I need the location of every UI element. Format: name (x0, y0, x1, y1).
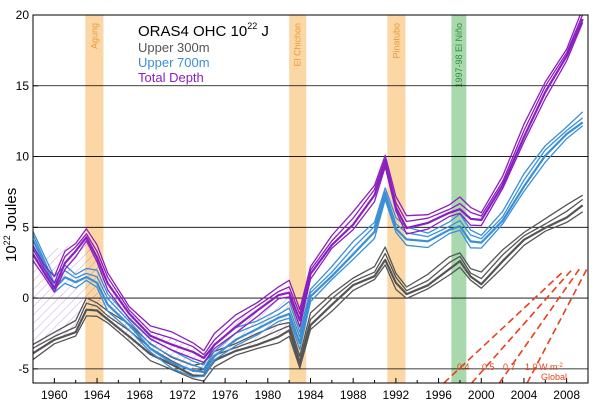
series-line-1-1 (33, 121, 584, 374)
series-lines (33, 15, 584, 382)
y-axis-label: 1022 Joules (2, 188, 20, 262)
series-line-0-2 (33, 198, 584, 372)
ref-label-unit-main: W m (539, 362, 558, 372)
ref-caption: Global (541, 372, 567, 382)
x-axis: 1960 1964 1968 1972 1976 1980 1984 1988 1992 1996… (41, 378, 589, 402)
band-0 (85, 15, 104, 383)
x-tick-label-3: 1972 (169, 388, 196, 402)
x-tick-label-5: 1980 (254, 388, 281, 402)
legend-entry-1: Upper 700m (138, 55, 210, 70)
series-line-2-2 (33, 15, 584, 356)
series-line-2-1 (33, 18, 584, 360)
ref-label-unit-sup: -2 (558, 363, 564, 369)
ref-label-1: 0.5 (482, 362, 495, 372)
y-axis-label-sup: 22 (2, 235, 12, 245)
band-3 (451, 15, 467, 383)
band-2 (387, 15, 406, 383)
y-tick-label-3: 10 (16, 150, 30, 164)
x-tick-label-2: 1968 (126, 388, 153, 402)
y-axis-label-unit: Joules (3, 188, 20, 236)
x-tick-label-10: 2000 (468, 388, 495, 402)
y-tick-label-4: 15 (16, 79, 30, 93)
reference-rate-lines (443, 266, 588, 383)
ref-line-2 (498, 267, 581, 383)
chart-title: ORAS4 OHC 1022 J (138, 21, 269, 40)
series-line-1-0 (33, 125, 584, 378)
y-axis: -5 0 5 10 15 20 (16, 8, 38, 376)
band-label-1: El Chichon (293, 23, 303, 67)
series-line-2-3 (33, 15, 581, 352)
chart-title-unit: J (257, 23, 269, 40)
x-tick-label-9: 1996 (425, 388, 452, 402)
ref-label-2: 0.7 (503, 362, 516, 372)
ref-line-1 (471, 269, 573, 383)
x-tick-label-12: 2008 (553, 388, 580, 402)
legend-entry-2: Total Depth (138, 70, 204, 85)
chart-title-main: ORAS4 OHC 10 (138, 23, 247, 40)
chart-title-sup: 22 (247, 21, 257, 31)
ref-line-0 (443, 270, 565, 383)
x-tick-label-4: 1976 (212, 388, 239, 402)
ref-label-0: 0.4 (457, 362, 470, 372)
y-tick-label-1: 0 (22, 291, 29, 305)
x-tick-label-8: 1992 (383, 388, 410, 402)
series-line-1-2 (33, 117, 584, 370)
y-axis-label-main: 10 (3, 245, 20, 262)
x-tick-label-7: 1988 (340, 388, 367, 402)
series-line-1-3 (33, 111, 584, 366)
ref-label-3: 1.0 (525, 362, 538, 372)
x-tick-label-6: 1984 (297, 388, 324, 402)
series-line-0-1 (33, 204, 584, 377)
y-tick-label-2: 5 (22, 220, 29, 234)
band-label-2: Pinatubo (391, 23, 401, 59)
x-tick-label-11: 2004 (511, 388, 538, 402)
ref-label-unit: W m-2 (539, 362, 563, 372)
band-label-0: Agung (89, 23, 99, 49)
y-tick-label-0: -5 (18, 362, 29, 376)
x-tick-label-1: 1964 (84, 388, 111, 402)
y-tick-label-5: 20 (16, 8, 30, 22)
series-line-2-0 (33, 22, 584, 363)
legend-entry-0: Upper 300m (138, 40, 210, 55)
band-label-3: 1997-98 El Niño (454, 23, 464, 88)
x-tick-label-0: 1960 (41, 388, 68, 402)
reference-labels: 0.4 0.5 0.7 1.0 W m-2 Global (457, 362, 567, 382)
series-line-0-3 (33, 194, 584, 367)
